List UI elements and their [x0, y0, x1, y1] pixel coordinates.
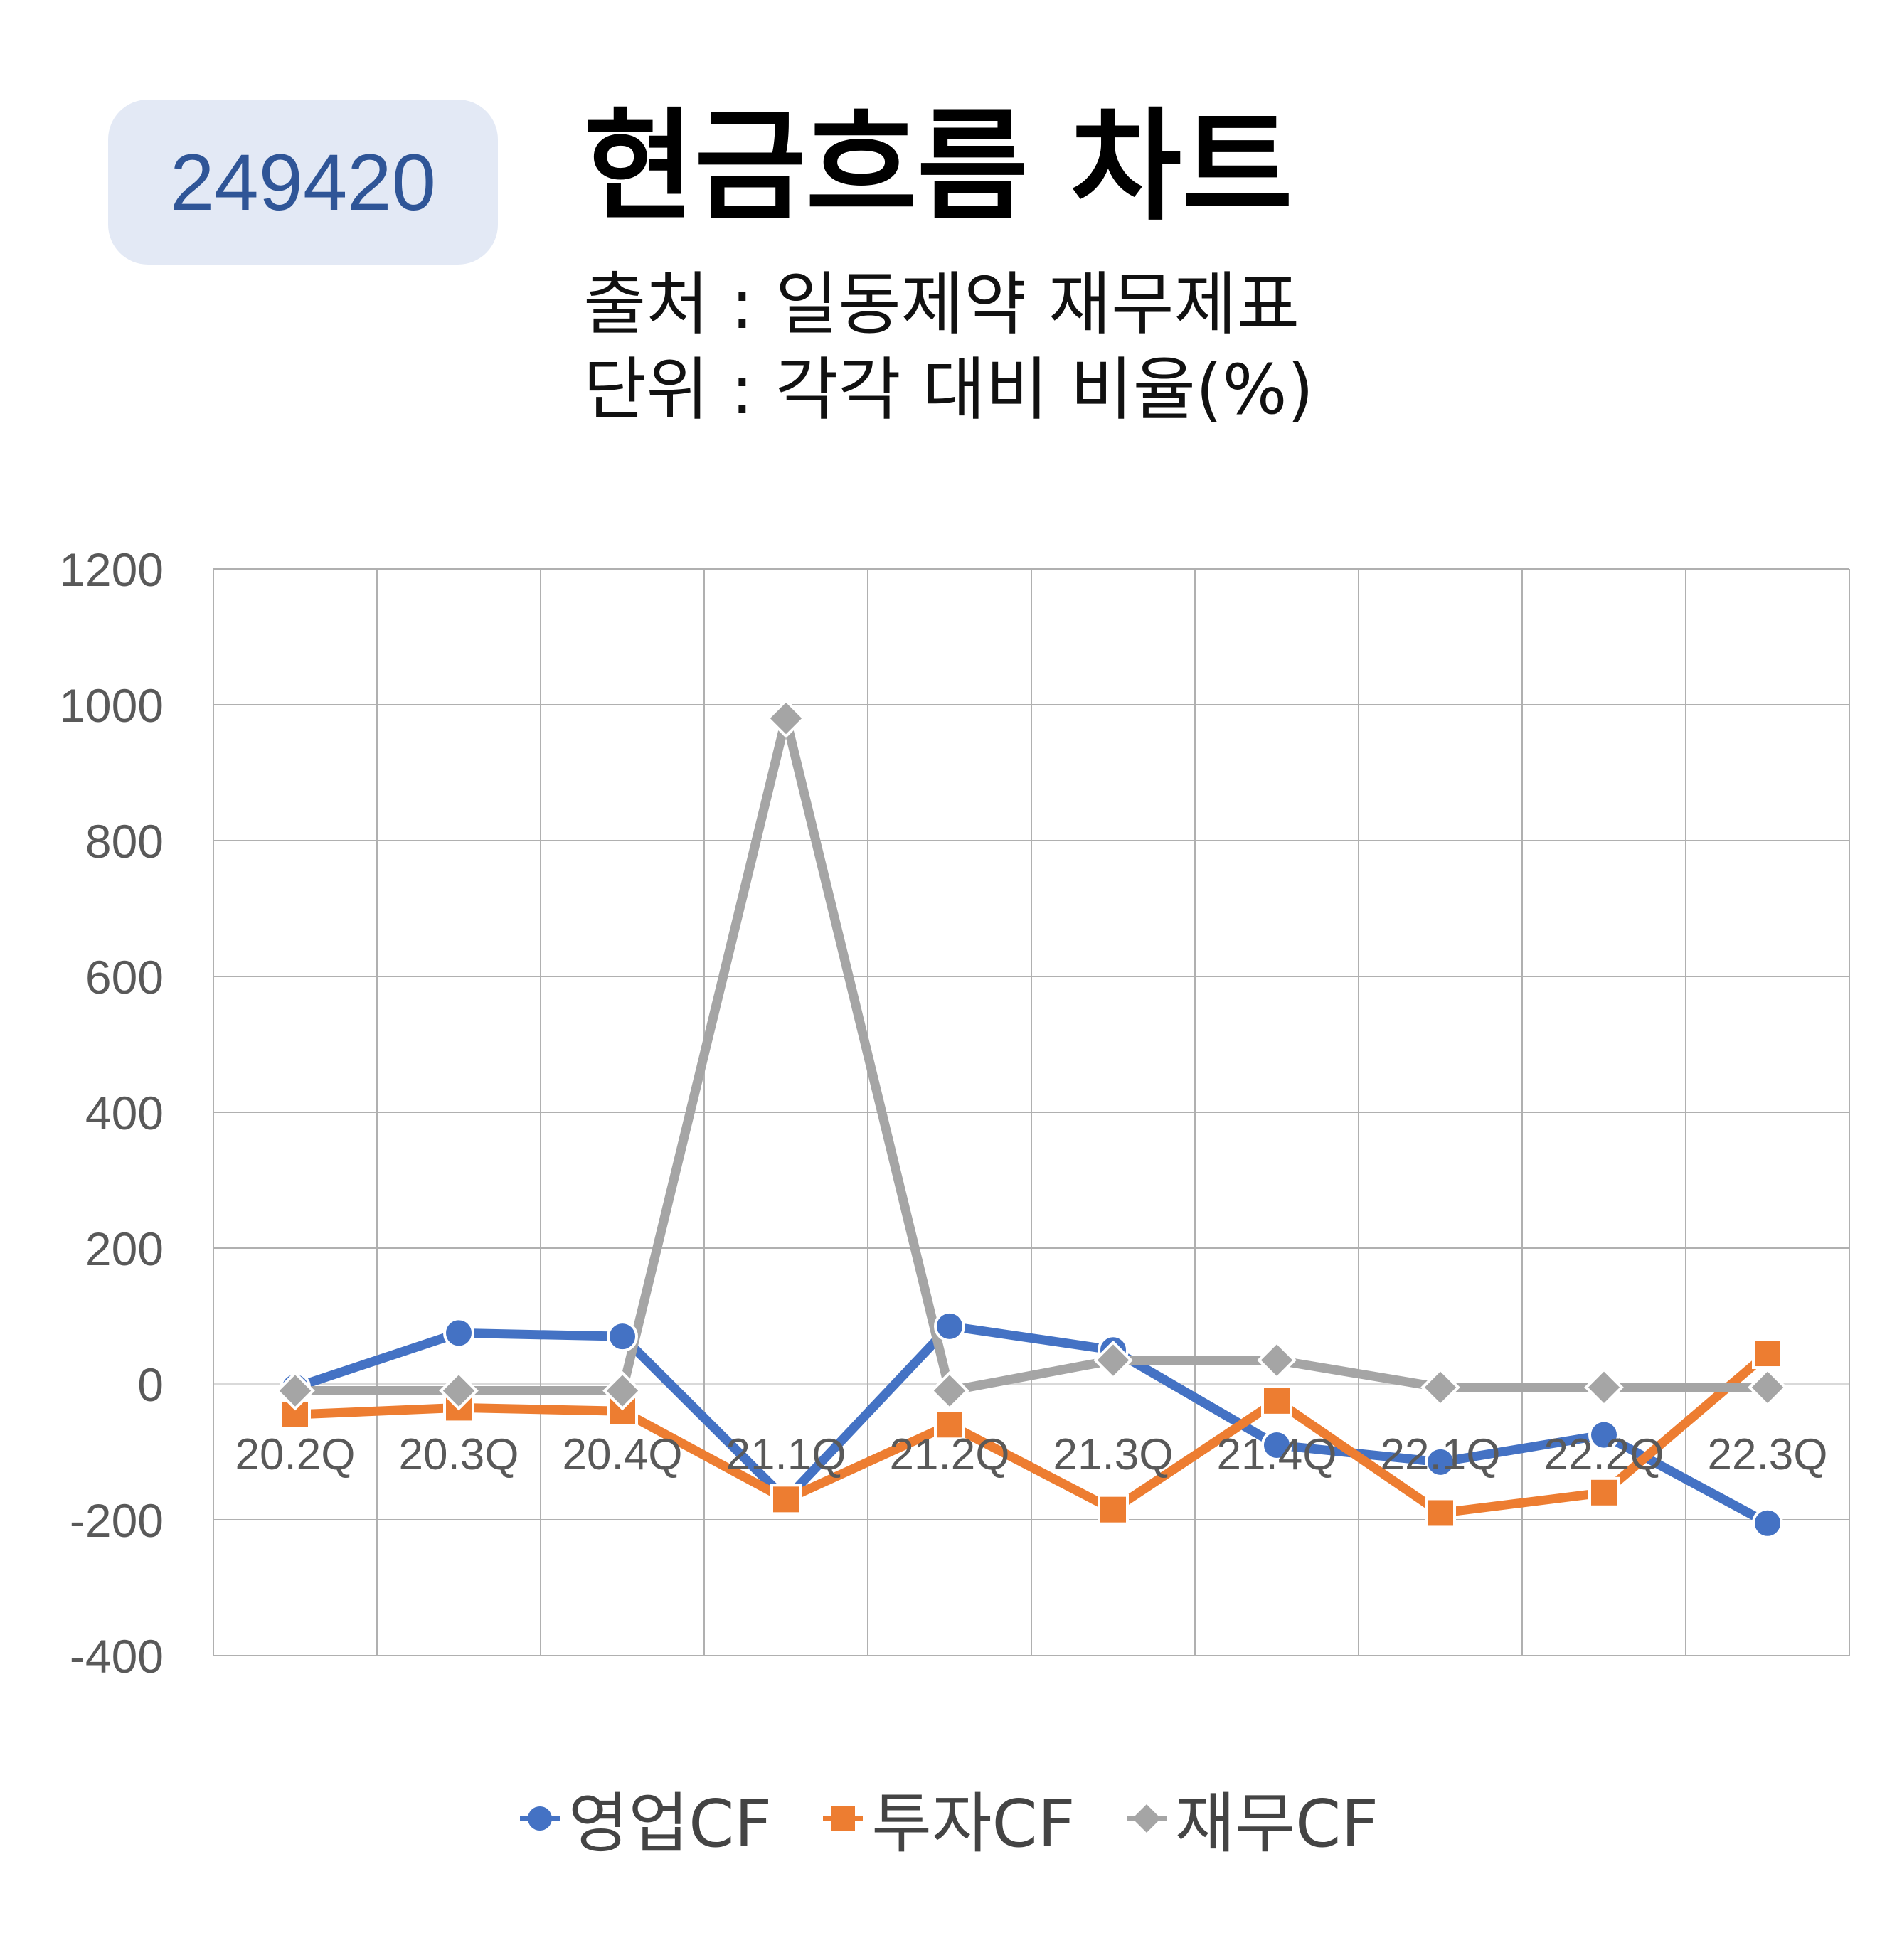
chart-unit: 단위 : 각각 대비 비율(%): [583, 350, 1314, 430]
x-tick-label: 22.1Q: [1381, 1430, 1501, 1479]
legend-label: 투자CF: [871, 1786, 1075, 1862]
x-tick-label: 22.2Q: [1544, 1430, 1664, 1479]
data-point: [1748, 1367, 1787, 1407]
chart-title: 현금흐름 차트: [583, 97, 1293, 238]
x-axis-ticks: 20.2Q 20.3Q 20.4Q 21.1Q 21.2Q 21.3Q 21.4Q 22.1Q…: [235, 1430, 1828, 1479]
data-point: [443, 1317, 474, 1349]
x-tick-label: 22.3Q: [1708, 1430, 1828, 1479]
x-tick-label: 20.2Q: [235, 1430, 356, 1479]
legend-marker-icon: [823, 1806, 864, 1831]
data-point: [934, 1409, 965, 1441]
data-point: [1261, 1429, 1292, 1461]
data-point: [1093, 1340, 1133, 1380]
chart-grid: [213, 568, 1850, 1656]
data-point: [275, 1370, 315, 1411]
data-point: [439, 1370, 479, 1411]
data-point: [1420, 1367, 1460, 1407]
data-point: [1588, 1419, 1620, 1451]
stock-code: 249420: [170, 137, 436, 227]
line-chart: -400 -200 0 200 400 600 800 1000 1200 20.2Q 20.3Q…: [59, 543, 1850, 1683]
x-tick-label: 21.4Q: [1217, 1430, 1337, 1479]
y-tick-label: -400: [70, 1630, 164, 1683]
legend-item: 재무CF: [1125, 1771, 1378, 1865]
y-tick-label: 800: [85, 815, 164, 868]
y-tick-label: 600: [85, 951, 164, 1003]
data-point: [1257, 1340, 1297, 1380]
legend-label: 영업CF: [568, 1786, 772, 1862]
data-point: [1752, 1507, 1783, 1539]
legend-label: 재무CF: [1174, 1786, 1379, 1862]
data-point: [930, 1370, 969, 1411]
data-point: [1098, 1493, 1129, 1525]
x-tick-label: 21.1Q: [726, 1430, 846, 1479]
chart-legend: 영업CF 투자CF 재무CF: [0, 1771, 1897, 1865]
y-tick-label: 400: [85, 1087, 164, 1139]
data-point: [602, 1370, 642, 1411]
y-tick-label: 0: [137, 1358, 164, 1411]
data-point: [1425, 1446, 1456, 1478]
legend-item: 투자CF: [822, 1771, 1075, 1865]
x-tick-label: 20.4Q: [563, 1430, 683, 1479]
x-tick-label: 21.3Q: [1053, 1430, 1174, 1479]
x-tick-label: 20.3Q: [399, 1430, 519, 1479]
chart-source: 출처 : 일동제약 재무제표: [583, 265, 1300, 344]
data-point: [1261, 1385, 1292, 1417]
y-tick-label: 1000: [59, 679, 164, 732]
x-tick-label: 21.2Q: [890, 1430, 1010, 1479]
legend-marker-icon: [519, 1806, 560, 1831]
legend-item: 영업CF: [519, 1771, 772, 1865]
data-point: [607, 1321, 638, 1353]
data-point: [1588, 1476, 1620, 1508]
data-point: [770, 1484, 802, 1516]
series-line: [290, 1348, 1773, 1518]
chart-series: [275, 698, 1787, 1539]
legend-marker-icon: [1126, 1804, 1167, 1833]
y-tick-label: 1200: [59, 543, 164, 596]
legend-square: [831, 1806, 856, 1831]
data-point: [1752, 1338, 1783, 1370]
series-line: [290, 713, 1773, 1396]
data-point: [1584, 1367, 1624, 1407]
y-tick-label: -200: [70, 1494, 164, 1547]
legend-diamond: [1132, 1804, 1161, 1833]
y-axis-ticks: -400 -200 0 200 400 600 800 1000 1200: [59, 543, 164, 1683]
data-point: [934, 1310, 965, 1342]
data-point: [1425, 1497, 1456, 1529]
series-line: [290, 1321, 1773, 1528]
stock-code-badge: 249420: [108, 100, 498, 265]
legend-circle: [527, 1806, 552, 1831]
y-tick-label: 200: [85, 1223, 164, 1275]
data-point: [766, 698, 806, 738]
